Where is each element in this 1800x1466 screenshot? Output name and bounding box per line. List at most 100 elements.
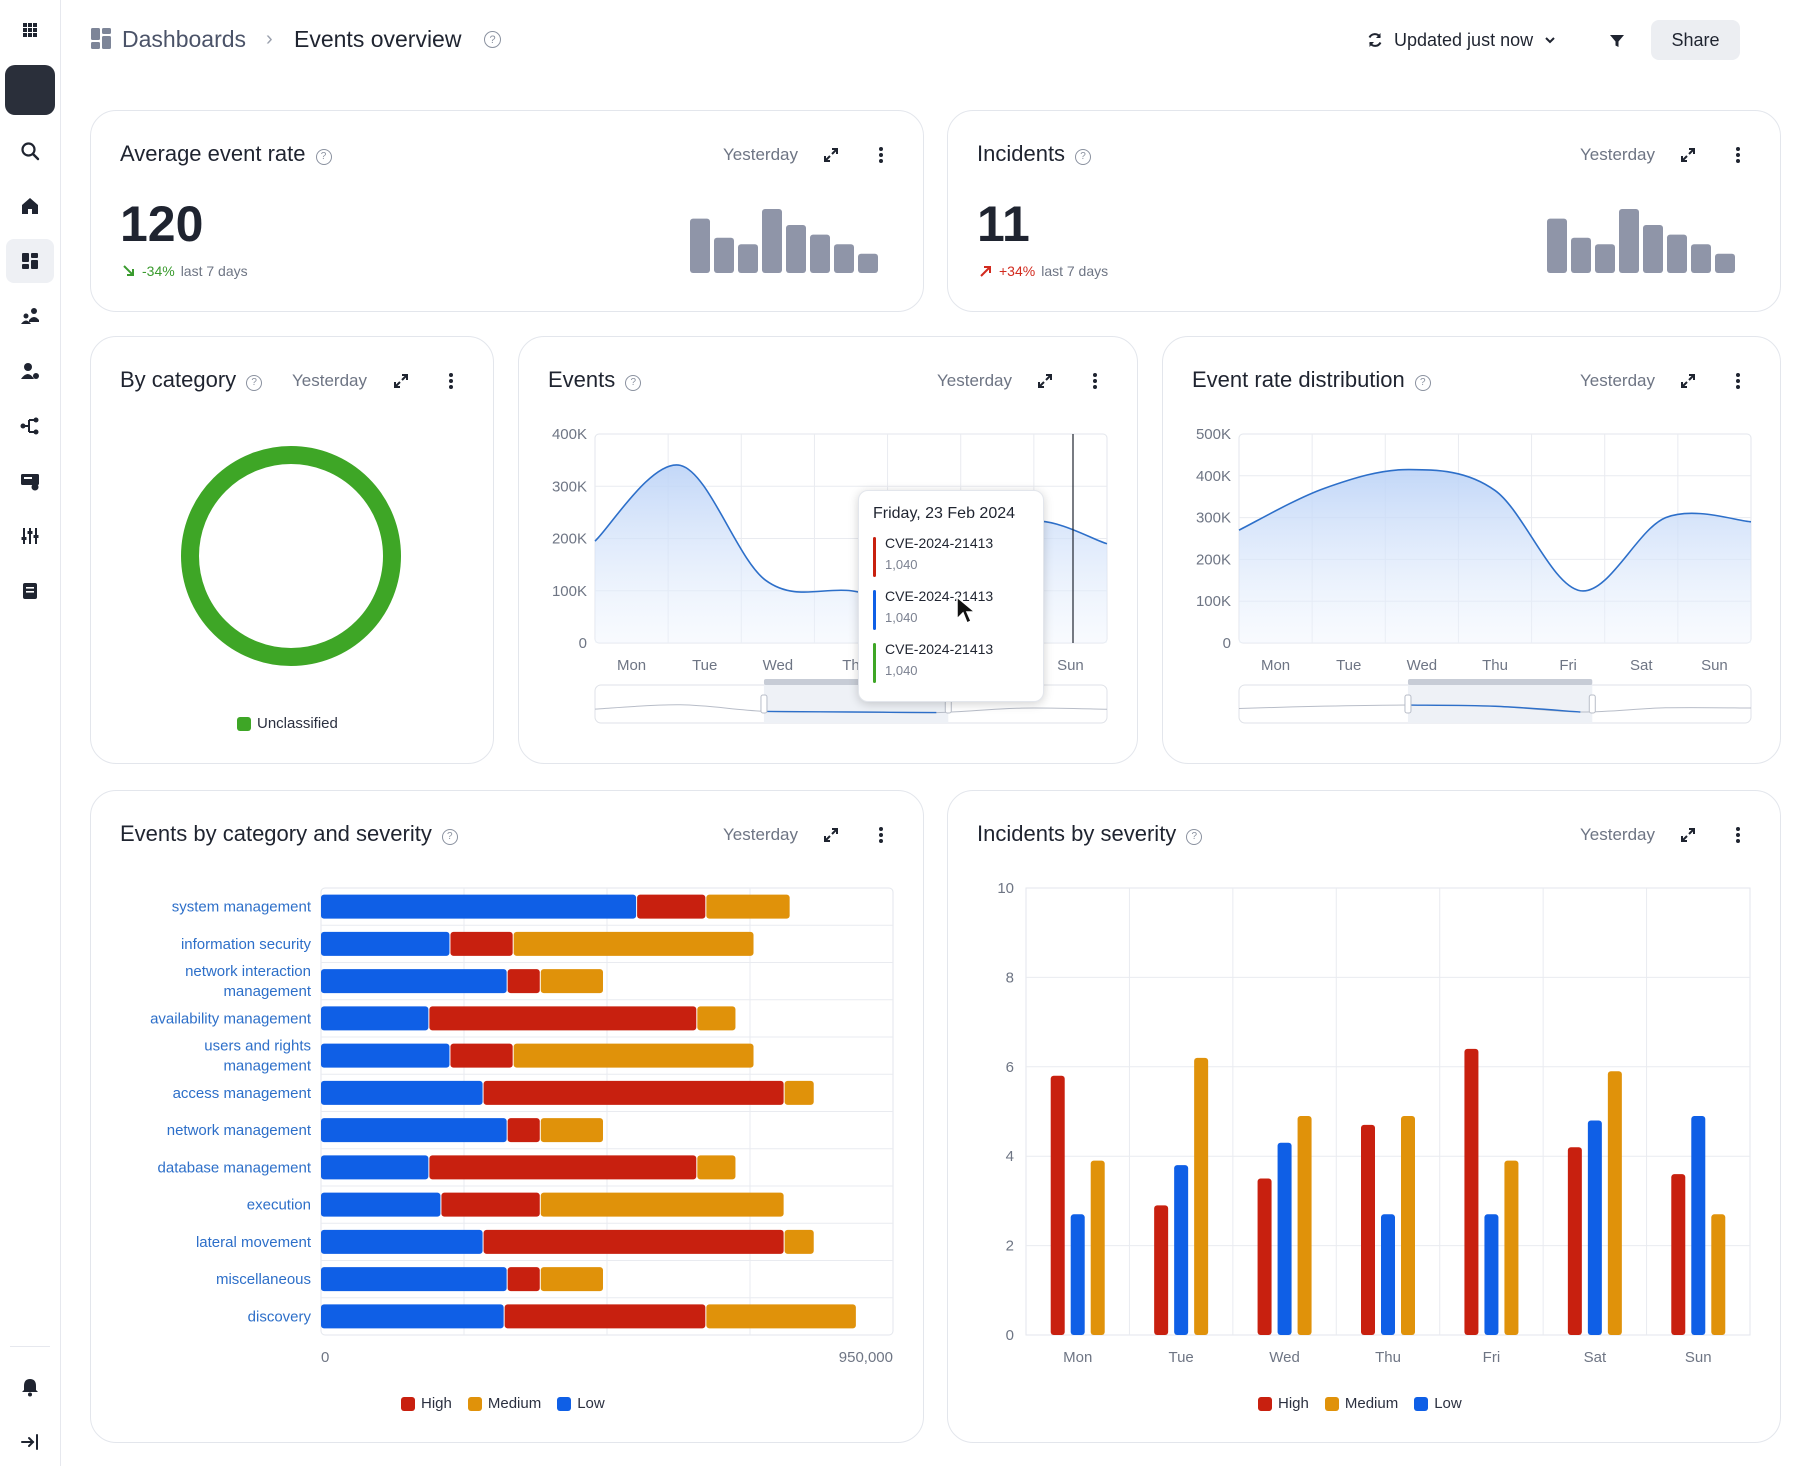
topology-icon[interactable] [6,404,54,448]
bar-segment-low [321,1267,507,1292]
legend-high[interactable]: High [401,1395,452,1412]
expand-icon[interactable] [1676,143,1700,167]
x-tick-label: Sun [1057,657,1084,674]
info-icon[interactable]: ? [315,148,332,165]
legend-medium[interactable]: Medium [1324,1395,1398,1412]
bar-medium [1711,1214,1726,1335]
expand-icon[interactable] [1033,369,1057,393]
y-tick-label: 200K [1196,551,1231,568]
card-title: By category [120,367,237,392]
app-logo[interactable] [5,65,55,115]
donut-chart [181,446,401,666]
info-icon[interactable]: ? [625,374,642,391]
category-label: execution [247,1197,311,1214]
bar-low [1174,1165,1189,1335]
legend-swatch [237,716,251,731]
period-label: Yesterday [1580,145,1655,164]
incidents-icon[interactable] [6,459,54,503]
range-handle-bar [1407,679,1593,685]
card-incidents: Incidents? Yesterday 11 +34% last 7 days [947,110,1781,312]
area-line [1238,468,1752,592]
collapse-icon[interactable] [6,1420,54,1464]
bar-segment-high [441,1192,540,1217]
bar-segment-high [429,1006,697,1031]
bar-medium [1297,1115,1312,1335]
period-label: Yesterday [723,825,798,844]
kebab-menu-icon[interactable] [869,823,893,847]
chart-tooltip: Friday, 23 Feb 2024 CVE-2024-21413 1,040… [858,490,1044,702]
period-label: Yesterday [1580,825,1655,844]
range-handle-left [760,694,768,714]
expand-icon[interactable] [819,143,843,167]
bar-segment-high [507,1267,540,1292]
y-tick-label: 8 [1006,969,1014,986]
users-icon[interactable] [6,349,54,393]
kebab-menu-icon[interactable] [1726,823,1750,847]
legend-medium[interactable]: Medium [467,1395,541,1412]
donut-slice-unclassified[interactable] [181,446,401,666]
x-tick-label: Th [842,657,860,674]
dashboard-icon[interactable] [6,239,54,283]
x-tick-label: Thu [1482,657,1508,674]
info-icon[interactable]: ? [1186,828,1203,845]
bar-segment-low [321,969,507,994]
spark-bar [1643,225,1663,273]
reports-icon[interactable] [6,569,54,613]
bar-segment-low [321,1155,429,1180]
events-area-chart[interactable]: 0 100K 200K 300K 400K Mon Tue Wed Th Sun [519,337,1137,763]
info-icon[interactable]: ? [246,374,263,391]
kebab-menu-icon[interactable] [869,143,893,167]
kebab-menu-icon[interactable] [1726,369,1750,393]
y-tick-label: 500K [1196,426,1231,443]
bar-high [1361,1124,1375,1335]
legend: Unclassified [237,715,338,732]
y-tick-label: 4 [1006,1148,1014,1165]
apps-grid-icon[interactable] [6,8,54,52]
y-tick-label: 300K [552,478,587,495]
filter-button[interactable] [1600,24,1634,58]
arrow-up-right-icon [980,266,991,277]
search-icon[interactable] [6,129,54,173]
home-icon[interactable] [6,184,54,228]
share-button[interactable]: Share [1651,20,1740,60]
legend-high[interactable]: High [1258,1395,1309,1412]
card-title: Events [548,367,616,392]
expand-icon[interactable] [819,823,843,847]
tooltip-color-bar [873,643,876,683]
legend-low[interactable]: Low [1414,1395,1462,1412]
bar-medium [1607,1071,1622,1335]
spark-bar [1691,244,1711,273]
info-icon[interactable]: ? [441,828,458,845]
assets-icon[interactable] [6,294,54,338]
bar-segment-medium [697,1155,736,1180]
bar-segment-low [321,1192,441,1217]
bar-low [1484,1214,1499,1335]
x-tick-label: Mon [617,657,646,674]
delta-suffix: last 7 days [180,263,248,279]
breadcrumb-dashboards[interactable]: Dashboards [122,26,247,52]
grouped-bar-chart[interactable]: 0 2 4 6 8 10 Mon Tue Wed Thu Fri Sat Sun [948,791,1780,1391]
stacked-bar-chart[interactable]: system management information security net… [91,791,923,1391]
expand-icon[interactable] [1676,369,1700,393]
bell-icon[interactable] [6,1365,54,1409]
bar-low [1587,1120,1602,1335]
distribution-area-chart[interactable]: 0 100K 200K 300K 400K 500K Mon Tue Wed Thu Fri Sat S… [1163,337,1780,763]
category-label: miscellaneous [216,1271,311,1288]
kebab-menu-icon[interactable] [439,369,463,393]
category-label: users and rights [204,1038,311,1055]
settings-icon[interactable] [6,514,54,558]
spark-bar [1667,234,1687,273]
category-label: management [223,983,311,1000]
bar-segment-high [450,1043,513,1068]
info-icon[interactable]: ? [1414,374,1431,391]
info-icon[interactable]: ? [484,31,501,48]
card-title: Incidents [977,141,1066,166]
kebab-menu-icon[interactable] [1083,369,1107,393]
expand-icon[interactable] [1676,823,1700,847]
info-icon[interactable]: ? [1075,148,1092,165]
card-title: Incidents by severity [977,821,1177,846]
refresh-dropdown[interactable]: Updated just now [1366,22,1557,58]
legend-low[interactable]: Low [557,1395,605,1412]
kebab-menu-icon[interactable] [1726,143,1750,167]
expand-icon[interactable] [389,369,413,393]
